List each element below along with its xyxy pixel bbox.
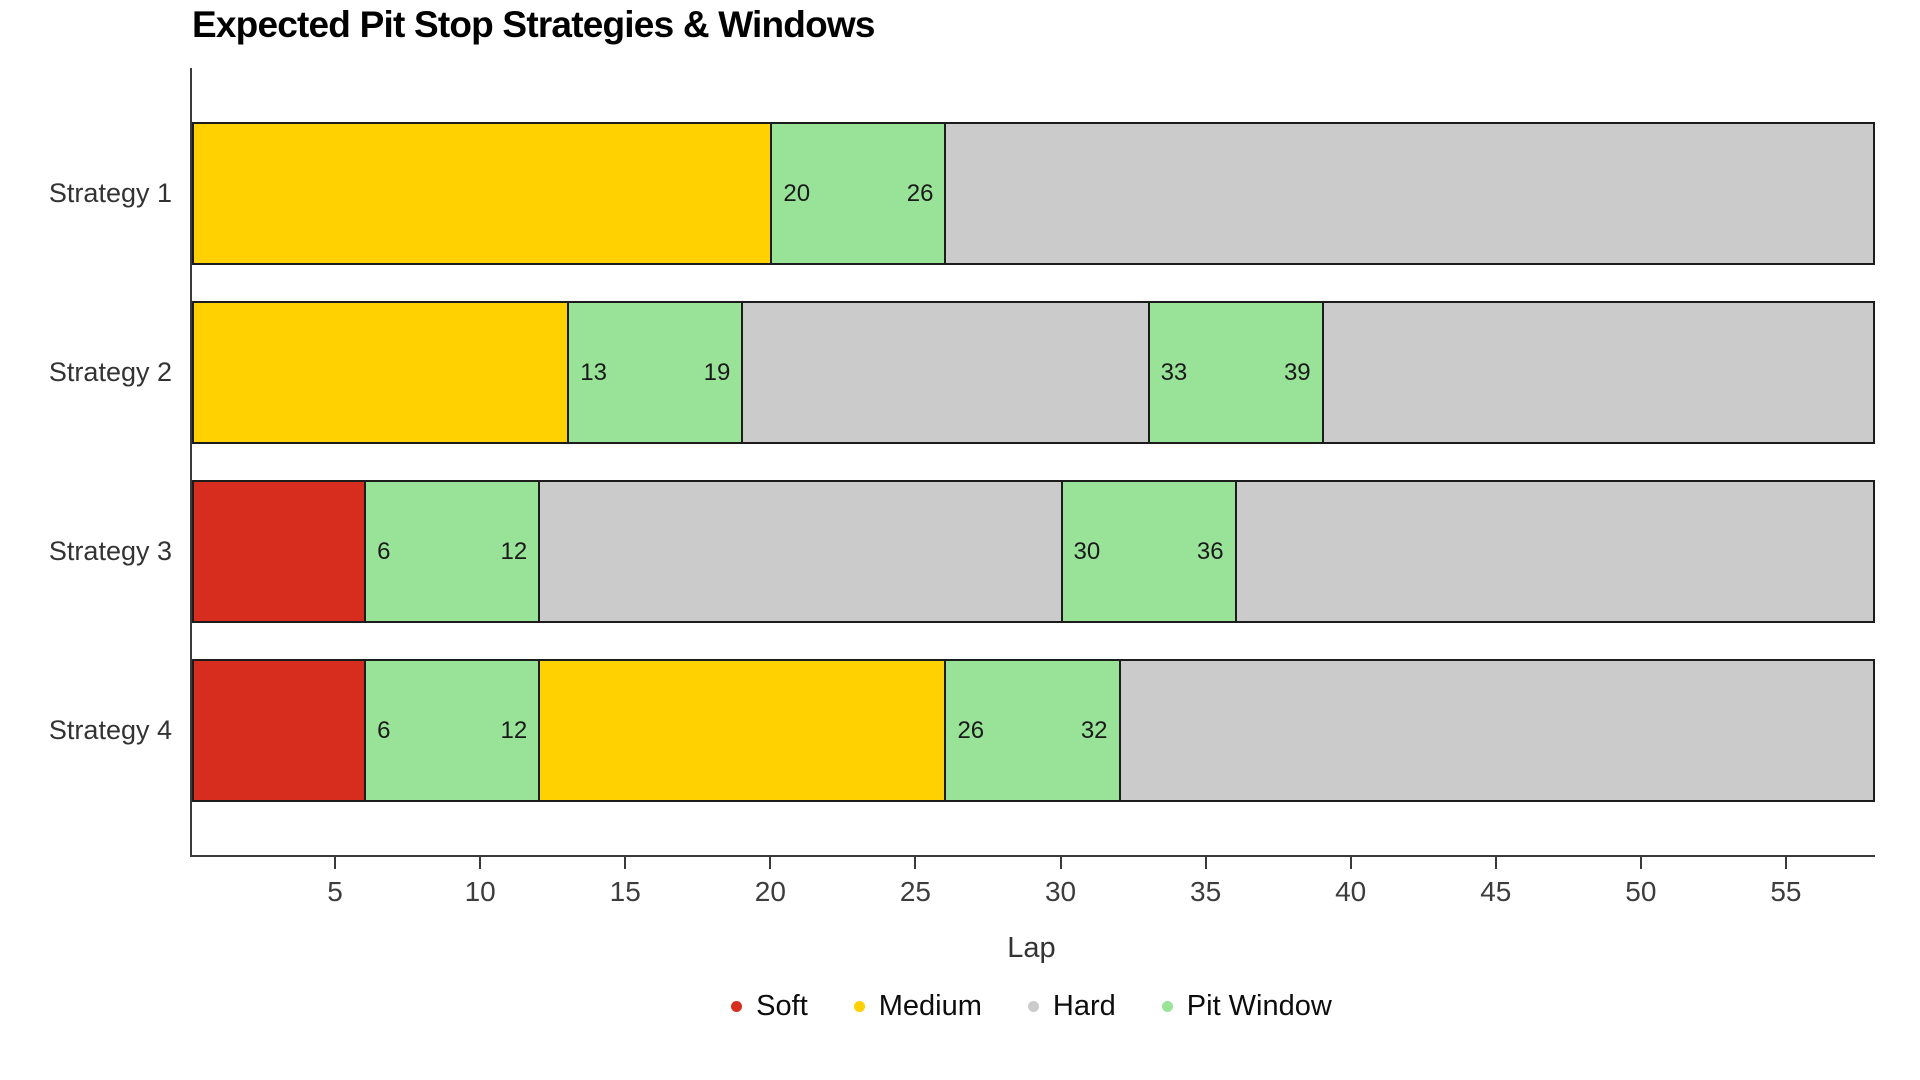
segment-medium [192,301,570,444]
legend-marker-dot [853,1001,865,1012]
strategy-row: 20 26 [192,122,1875,265]
x-axis-tick [334,857,337,869]
x-axis-title: Lap [1007,932,1056,964]
pit-window-start-label: 6 [377,716,391,744]
pit-window-start-label: 33 [1160,358,1188,386]
legend-item-label: Hard [1052,990,1116,1022]
segment-soft [192,659,367,802]
y-axis-label: Strategy 1 [48,178,172,208]
pit-window-end-label: 39 [1283,358,1311,386]
x-axis-tick [479,857,482,869]
segment-medium [192,122,773,265]
segment-pit-window: 30 36 [1060,480,1237,623]
pit-window-end-label: 26 [906,179,934,207]
x-axis-tick [914,857,917,869]
legend-item-pit-window[interactable]: Pit Window [1161,990,1332,1023]
x-axis-tick-label: 25 [899,876,931,907]
y-axis-label: Strategy 3 [48,536,172,566]
segment-hard [1118,659,1875,802]
segment-hard [944,122,1875,265]
pit-window-start-label: 26 [957,716,985,744]
strategy-row: 6 12 26 32 [192,659,1875,802]
x-axis-tick [769,857,772,869]
pit-window-end-label: 36 [1196,537,1224,565]
x-axis-tick [1784,857,1787,869]
plot-area: 20 26 13 19 33 39 6 12 30 36 6 12 26 32 [190,68,1875,857]
segment-hard [1234,480,1875,623]
x-axis-tick-label: 35 [1190,876,1222,907]
pit-window-end-label: 19 [703,358,731,386]
x-axis-tick-label: 55 [1770,876,1802,907]
segment-pit-window: 26 32 [944,659,1121,802]
legend-marker-dot [1027,1001,1039,1012]
strategy-row: 13 19 33 39 [192,301,1875,444]
y-axis-label: Strategy 4 [48,715,172,745]
segment-pit-window: 6 12 [364,659,541,802]
x-axis-tick [624,857,627,869]
x-axis-tick [1204,857,1207,869]
x-axis-tick-label: 5 [327,876,343,907]
legend-item-label: Pit Window [1186,990,1332,1022]
segment-hard [741,301,1150,444]
pit-window-end-label: 12 [500,537,528,565]
pit-window-start-label: 13 [580,358,607,386]
segment-soft [192,480,367,623]
x-axis-tick-label: 50 [1625,876,1657,907]
segment-pit-window: 13 19 [567,301,744,444]
x-axis-tick [1639,857,1642,869]
x-axis-tick-label: 40 [1335,876,1367,907]
legend-marker-dot [731,1001,743,1012]
x-axis-tick [1349,857,1352,869]
x-axis-tick [1059,857,1062,869]
legend-item-label: Medium [878,990,982,1022]
x-axis-tick-label: 15 [609,876,641,907]
x-axis-tick [1494,857,1497,869]
legend-item-medium[interactable]: Medium [853,990,982,1023]
chart-title: Expected Pit Stop Strategies & Windows [192,4,875,45]
segment-hard [538,480,1063,623]
strategy-row: 6 12 30 36 [192,480,1875,623]
segment-medium [538,659,947,802]
legend-item-hard[interactable]: Hard [1027,990,1116,1023]
x-axis-tick-label: 20 [754,876,786,907]
segment-pit-window: 20 26 [770,122,947,265]
x-axis-tick-label: 30 [1044,876,1077,907]
pit-window-end-label: 12 [500,716,528,744]
pit-window-end-label: 32 [1080,716,1108,744]
legend: Soft Medium Hard Pit Window [190,990,1873,1023]
pit-window-start-label: 30 [1073,537,1101,565]
pit-window-start-label: 20 [783,179,811,207]
segment-pit-window: 33 39 [1147,301,1324,444]
segment-pit-window: 6 12 [364,480,541,623]
legend-item-soft[interactable]: Soft [731,990,808,1023]
y-axis-label: Strategy 2 [48,357,172,387]
legend-marker-dot [1161,1001,1173,1012]
pit-window-start-label: 6 [377,537,391,565]
legend-item-label: Soft [756,990,808,1022]
x-axis-tick-label: 45 [1480,876,1512,907]
segment-hard [1321,301,1875,444]
x-axis-tick-label: 10 [464,876,496,907]
